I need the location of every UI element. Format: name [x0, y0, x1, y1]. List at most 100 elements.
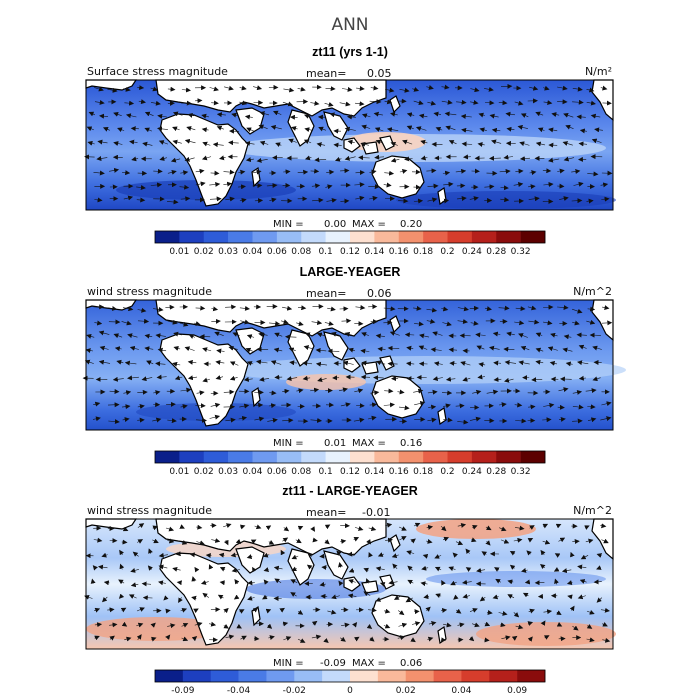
- wind-vector: [243, 376, 253, 382]
- wind-vector: [245, 157, 254, 163]
- wind-vector: [369, 169, 377, 175]
- wind-vector: [107, 607, 115, 613]
- wind-vector: [513, 537, 523, 543]
- wind-vector: [348, 347, 355, 353]
- wind-vector: [311, 183, 321, 189]
- wind-vector: [232, 332, 240, 337]
- wind-vector: [369, 195, 378, 201]
- wind-vector: [434, 566, 442, 572]
- wind-vector: [411, 621, 421, 627]
- wind-vector: [225, 304, 237, 310]
- wind-vector: [361, 124, 371, 130]
- wind-vector: [513, 612, 520, 618]
- wind-vector: [167, 319, 178, 325]
- wind-vector: [423, 594, 430, 600]
- wind-vector: [500, 539, 510, 544]
- wind-vector: [136, 622, 144, 628]
- wind-vector: [426, 307, 438, 313]
- wind-vector: [503, 154, 514, 160]
- wind-vector: [484, 100, 495, 106]
- wind-vector: [421, 565, 429, 571]
- wind-vector: [342, 360, 354, 366]
- wind-vector: [420, 581, 428, 587]
- wind-vector: [172, 139, 182, 145]
- wind-vector: [432, 331, 443, 337]
- colorbar-swatch: [461, 670, 490, 682]
- wind-vector: [422, 553, 429, 559]
- wind-vector: [506, 331, 515, 337]
- wind-vector: [113, 141, 123, 146]
- wind-vector: [346, 114, 356, 120]
- wind-vector: [296, 321, 304, 326]
- wind-vector: [181, 623, 189, 628]
- wind-vector: [406, 550, 415, 555]
- wind-vector: [181, 87, 191, 93]
- wind-vector: [586, 609, 595, 615]
- wind-vector: [94, 635, 100, 641]
- wind-vector: [475, 332, 486, 338]
- wind-vector: [290, 579, 298, 584]
- wind-vector: [427, 389, 438, 395]
- wind-vector: [173, 331, 183, 337]
- wind-vector: [563, 112, 574, 118]
- wind-vector: [310, 526, 316, 532]
- wind-vector: [375, 139, 383, 145]
- wind-vector: [577, 594, 586, 600]
- wind-vector: [462, 593, 470, 599]
- wind-vector: [200, 580, 209, 585]
- panel-3-max-label: MAX =: [352, 658, 386, 669]
- wind-vector: [274, 332, 283, 338]
- wind-vector: [196, 390, 205, 396]
- wind-vector: [217, 594, 224, 600]
- colorbar-tick-label: 0: [347, 686, 353, 696]
- wind-vector: [239, 403, 250, 409]
- wind-vector: [86, 333, 95, 339]
- wind-vector: [246, 127, 255, 133]
- wind-vector: [600, 416, 612, 422]
- wind-vector: [559, 196, 569, 202]
- wind-vector: [323, 637, 329, 644]
- colorbar-swatch: [238, 670, 267, 682]
- colorbar-tick-label: 0.28: [486, 467, 506, 477]
- wind-vector: [155, 333, 166, 339]
- wind-vector: [137, 523, 145, 529]
- wind-vector: [383, 306, 396, 312]
- colorbar-tick-label: 0.14: [364, 467, 384, 477]
- wind-vector: [414, 400, 426, 406]
- colorbar-swatch: [350, 451, 375, 463]
- wind-vector: [325, 184, 333, 190]
- wind-vector: [465, 567, 472, 572]
- wind-vector: [211, 306, 219, 312]
- wind-vector: [513, 182, 524, 187]
- wind-vector: [517, 124, 528, 130]
- wind-vector: [456, 99, 467, 105]
- wind-vector: [269, 197, 277, 203]
- wind-vector: [224, 85, 234, 91]
- wind-vector: [137, 389, 148, 395]
- wind-vector: [519, 141, 530, 147]
- wind-vector: [498, 610, 508, 616]
- wind-vector: [540, 620, 546, 626]
- wind-vector: [341, 86, 353, 92]
- wind-vector: [562, 141, 573, 146]
- wind-vector: [455, 540, 464, 546]
- wind-vector: [442, 536, 450, 542]
- wind-vector: [214, 331, 224, 337]
- colorbar-swatch: [423, 231, 448, 243]
- wind-vector: [340, 198, 350, 204]
- wind-vector: [472, 525, 478, 530]
- wind-vector: [565, 124, 574, 130]
- colorbar-swatch: [374, 231, 400, 243]
- wind-vector: [163, 595, 169, 601]
- wind-vector: [202, 347, 212, 353]
- wind-vector: [367, 415, 377, 421]
- colorbar-tick-label: 0.18: [413, 247, 433, 257]
- wind-vector: [420, 139, 428, 145]
- wind-vector: [282, 537, 289, 543]
- wind-vector: [282, 417, 294, 423]
- wind-vector: [136, 607, 145, 612]
- wind-vector: [503, 346, 515, 352]
- wind-vector: [324, 524, 331, 530]
- wind-vector: [521, 567, 528, 573]
- wind-vector: [258, 124, 268, 130]
